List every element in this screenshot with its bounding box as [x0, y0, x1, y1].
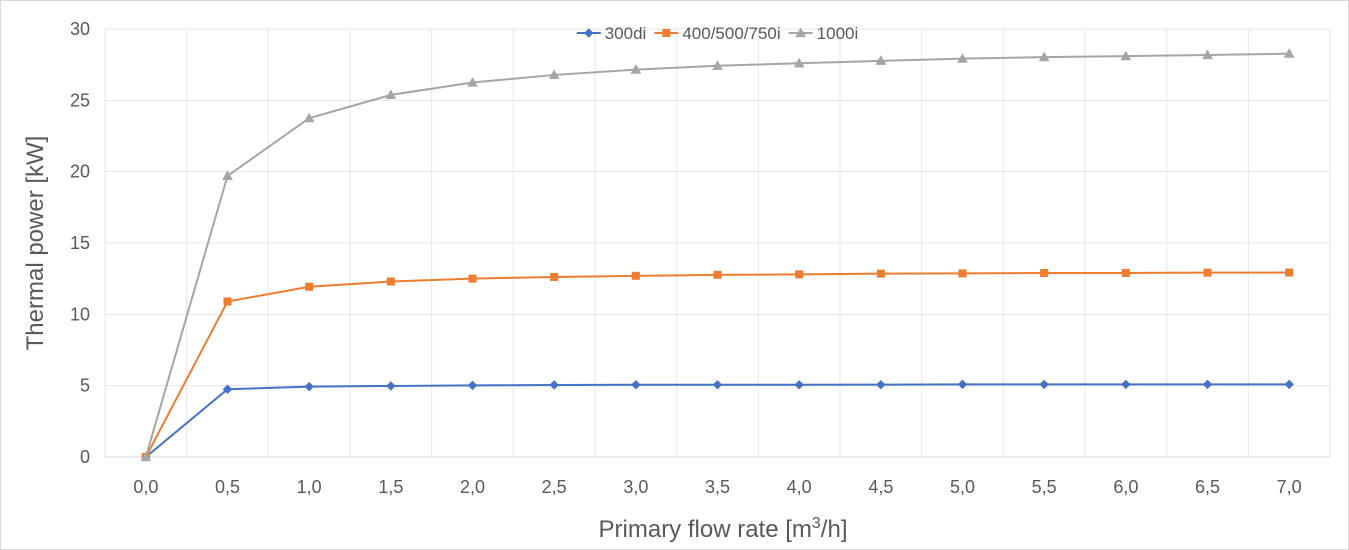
square-marker — [876, 269, 885, 278]
diamond-marker — [222, 384, 233, 394]
series-line — [144, 271, 1290, 458]
y-tick-label: 15 — [70, 233, 90, 253]
y-axis-title: Thermal power [kW] — [22, 136, 49, 351]
x-tick-label: 7,0 — [1277, 477, 1302, 497]
square-marker — [468, 274, 477, 283]
y-tick-label: 10 — [70, 304, 90, 324]
legend-label: 400/500/750i — [682, 24, 780, 43]
x-tick-label: 5,0 — [950, 477, 975, 497]
triangle-marker — [793, 57, 805, 68]
square-marker — [1121, 268, 1130, 277]
diamond-marker — [957, 379, 968, 390]
square-marker — [386, 277, 395, 286]
legend-label: 300di — [605, 24, 647, 43]
triangle-marker — [630, 64, 642, 74]
series-line — [145, 383, 1290, 458]
y-tick-label: 20 — [70, 162, 90, 182]
diamond-marker — [631, 380, 641, 390]
x-tick-label: 3,5 — [705, 477, 730, 497]
triangle-marker — [467, 76, 478, 87]
diamond-marker — [584, 28, 594, 38]
x-axis-title-superscript: 3 — [812, 515, 821, 532]
square-marker — [305, 282, 314, 291]
diamond-marker — [467, 380, 478, 391]
y-tick-label: 0 — [80, 447, 90, 467]
legend: 300di 400/500/750i 1000i — [576, 24, 859, 43]
square-marker — [550, 272, 559, 281]
triangle-marker — [1202, 49, 1213, 60]
square-marker — [958, 269, 967, 278]
diamond-marker — [386, 381, 396, 391]
gridlines — [104, 28, 1331, 458]
series-line — [144, 52, 1290, 458]
diamond-marker — [876, 379, 886, 390]
x-tick-label: 1,5 — [378, 477, 403, 497]
y-tick-label: 5 — [80, 376, 90, 396]
square-marker — [662, 29, 671, 37]
diamond-marker — [1121, 379, 1131, 390]
legend-label: 1000i — [817, 24, 859, 43]
x-tick-label: 6,5 — [1195, 477, 1220, 497]
x-tick-label: 0,5 — [215, 477, 240, 497]
triangle-marker — [875, 55, 887, 65]
square-marker — [631, 271, 640, 280]
triangle-marker — [1283, 48, 1295, 58]
x-tick-label: 3,0 — [623, 477, 648, 497]
diamond-marker — [1284, 379, 1294, 390]
x-tick-label: 2,0 — [460, 477, 485, 497]
square-marker — [795, 270, 804, 279]
x-tick-label: 5,5 — [1032, 477, 1057, 497]
diamond-marker — [549, 380, 559, 390]
triangle-marker — [1038, 51, 1050, 62]
square-marker — [1040, 268, 1049, 277]
square-marker — [1285, 268, 1294, 277]
series-lines — [144, 52, 1290, 458]
triangle-marker — [385, 89, 397, 100]
x-tick-label: 1,0 — [297, 477, 322, 497]
diamond-marker — [794, 380, 804, 390]
triangle-marker — [222, 170, 233, 181]
x-tick-label: 2,5 — [542, 477, 567, 497]
diamond-marker — [304, 381, 314, 392]
x-axis-ticks: 0,0 0,5 1,0 1,5 2,0 2,5 3,0 3,5 4,0 4,5 5,0 5,5 6,0 6… — [133, 477, 1301, 497]
x-tick-label: 4,5 — [868, 477, 893, 497]
square-marker — [1203, 268, 1212, 277]
x-axis-title: Primary flow rate [m3/h] — [599, 515, 848, 543]
diamond-marker — [1202, 379, 1213, 390]
triangle-marker — [303, 112, 315, 123]
series-markers — [140, 48, 1295, 462]
y-axis-ticks: 0 5 10 15 20 25 30 — [70, 19, 90, 467]
triangle-marker — [1120, 50, 1132, 61]
triangle-marker — [140, 451, 152, 462]
triangle-marker — [795, 27, 807, 38]
x-tick-label: 6,0 — [1113, 477, 1138, 497]
triangle-marker — [548, 69, 560, 80]
square-marker — [223, 297, 232, 306]
triangle-marker — [957, 53, 968, 63]
x-tick-label: 0,0 — [133, 477, 158, 497]
diamond-marker — [1039, 379, 1049, 390]
x-axis-title-after: /h] — [821, 516, 848, 543]
x-tick-label: 4,0 — [787, 477, 812, 497]
triangle-marker — [712, 60, 723, 70]
x-axis-title-before: Primary flow rate [m — [599, 516, 812, 543]
diamond-marker — [712, 380, 723, 390]
y-tick-label: 25 — [70, 90, 90, 110]
square-marker — [713, 270, 722, 279]
y-tick-label: 30 — [70, 19, 90, 39]
